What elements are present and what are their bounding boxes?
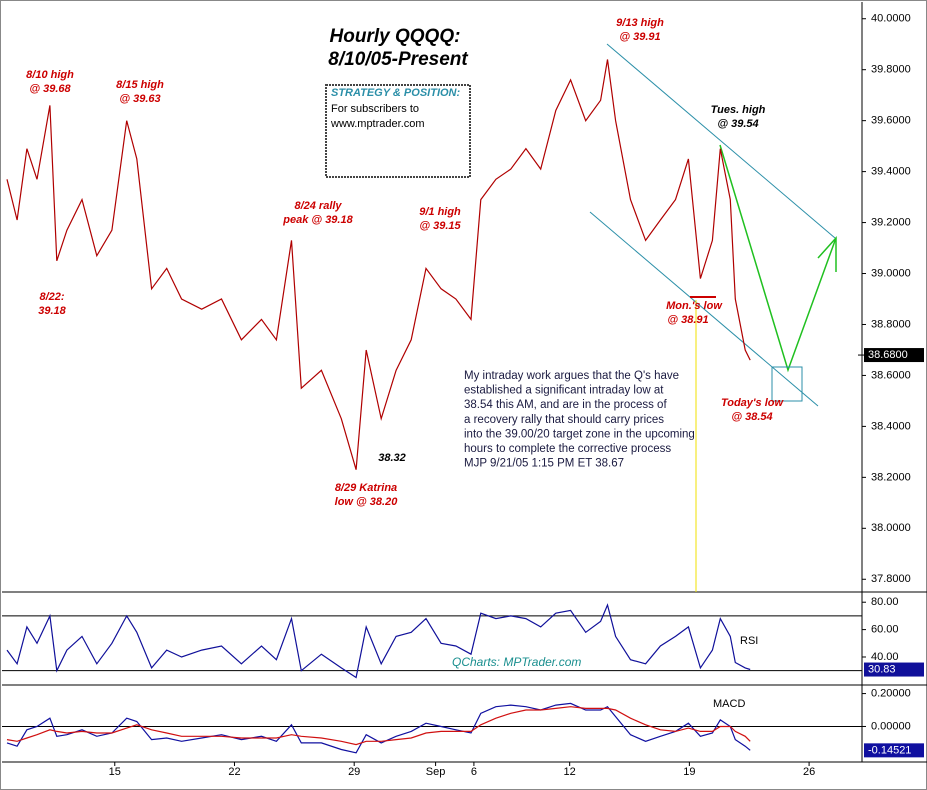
y-tick-label: 39.4000 [871,166,911,178]
y-tick-label: 37.8000 [871,573,911,585]
annotation: 8/29 Katrina [335,482,397,494]
annotation: low @ 38.20 [335,496,399,508]
x-tick-label: 22 [228,766,240,778]
annotation: 8/10 high [26,69,74,81]
commentary: My intraday work argues that the Q's hav… [464,370,679,382]
value-badge-label: 38.6800 [868,349,908,361]
target-box [771,366,803,402]
commentary: into the 39.00/20 target zone in the upc… [464,428,695,440]
y-tick-label: 38.8000 [871,318,911,330]
x-tick-label: Sep [426,766,446,778]
y-tick-label: 80.00 [871,596,899,608]
strategy-heading: STRATEGY & POSITION: [331,87,460,99]
y-tick-label: 38.4000 [871,420,911,432]
value-badge-label: -0.14521 [868,744,911,756]
source: QCharts: MPTrader.com [452,655,581,669]
projection-arrow [719,144,837,373]
series-line [6,702,751,754]
annotation: 9/13 high [616,17,664,29]
chart-title: Hourly QQQQ: [330,26,461,47]
annotation: Tues. high [711,104,766,116]
x-tick-label: 15 [109,766,121,778]
series-line [6,603,751,679]
x-tick-label: 12 [564,766,576,778]
strategy-text: www.mptrader.com [330,118,425,130]
annotation: 8/24 rally [294,200,342,212]
strategy-box [325,84,471,178]
annotation: @ 39.91 [619,31,660,43]
value-badge-label: 30.83 [868,663,896,675]
commentary: MJP 9/21/05 1:15 PM ET 38.67 [464,458,624,470]
annotation: 8/22: [39,291,64,303]
series-line [6,59,751,470]
annotation: @ 38.54 [731,411,772,423]
panel-label: MACD [713,698,745,710]
strategy-text: For subscribers to [331,103,419,115]
channel-line [589,211,819,407]
y-tick-label: 39.8000 [871,64,911,76]
annotation: 8/15 high [116,79,164,91]
annotation: @ 39.54 [717,118,758,130]
series-line [6,706,751,746]
panel-label: RSI [740,635,758,647]
annotation: 38.32 [378,452,406,464]
arrow-head [817,236,837,272]
annotation: 9/1 high [419,206,461,218]
value-badge [864,743,924,758]
y-tick-label: 39.2000 [871,216,911,228]
annotation: @ 38.91 [667,314,708,326]
annotation: Mon.'s low [666,300,723,312]
y-tick-label: 39.6000 [871,115,911,127]
y-tick-label: 38.6000 [871,369,911,381]
commentary: hours to complete the corrective process [464,443,671,455]
y-tick-label: 0.00000 [871,720,911,732]
annotation: @ 39.15 [419,220,461,232]
y-tick-label: 38.0000 [871,522,911,534]
x-tick-label: 29 [348,766,360,778]
y-tick-label: 39.0000 [871,267,911,279]
chart-title: 8/10/05-Present [328,49,468,70]
channel-line [606,43,836,239]
y-tick-label: 40.00 [871,651,899,663]
annotation: @ 39.68 [29,83,71,95]
y-tick-label: 40.0000 [871,13,911,25]
value-badge [864,662,924,677]
annotation: @ 39.63 [119,93,160,105]
commentary: 38.54 this AM, and are in the process of [464,399,667,411]
value-badge [864,348,924,363]
commentary: established a significant intraday low a… [464,385,664,397]
y-tick-label: 60.00 [871,624,899,636]
y-tick-label: 38.2000 [871,471,911,483]
annotation: peak @ 39.18 [282,214,353,226]
y-tick-label: 0.20000 [871,687,911,699]
annotation: Today's low [721,397,785,409]
x-tick-label: 6 [471,766,477,778]
x-tick-label: 26 [803,766,815,778]
x-tick-label: 19 [683,766,695,778]
commentary: a recovery rally that should carry price… [464,414,664,426]
annotation: 39.18 [38,305,66,317]
